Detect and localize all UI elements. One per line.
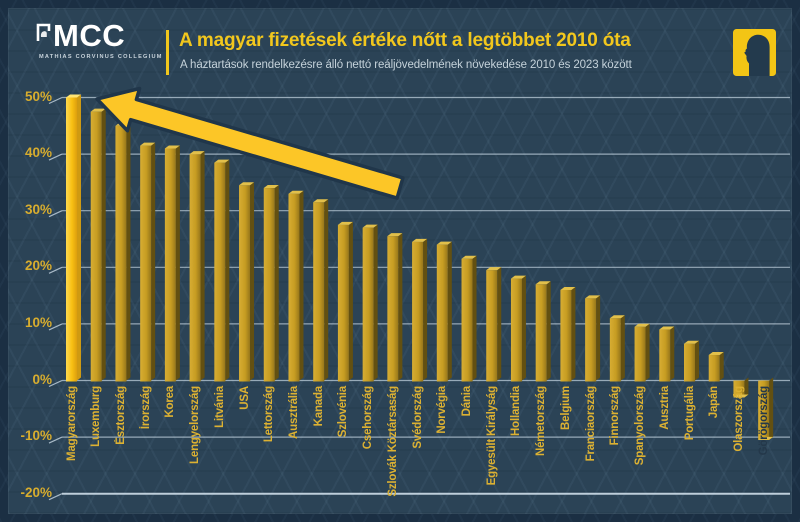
title-divider [166,30,169,75]
axis-tick [48,436,63,444]
bar-Olaszország [733,377,749,398]
y-axis-label: 50% [24,88,52,104]
axis-tick [48,323,63,331]
bar-Finnország [609,315,625,382]
y-axis-label: 10% [24,314,52,330]
x-axis-label: Szlovénia [337,386,350,438]
mcc-logo-text: MCC [53,18,126,53]
bar-Japán [708,352,724,382]
chart-subtitle: A háztartások rendelkezésre álló nettó r… [180,59,632,71]
x-axis-label: Finnország [609,386,622,446]
bar-Korea [164,145,180,382]
x-axis-label: Szlovák Köztársaság [386,386,399,497]
y-axis-label: -10% [20,428,52,444]
x-axis-label: Kanada [312,386,325,427]
bar-Kanada [313,199,329,382]
bar-Görögország [758,377,774,440]
bar-Belgium [560,286,576,382]
bar-Litvánia [214,159,230,382]
bar-Egyesült Királyság [486,267,502,382]
x-axis-label: Belgium [559,386,572,430]
x-axis-label: Norvégia [436,386,449,434]
bar-Németország [535,281,551,382]
x-axis-label: Lettország [263,386,276,443]
x-axis-label: Japán [708,386,721,419]
bar-Luxemburg [90,108,106,382]
bar-Ausztrália [288,190,304,382]
x-axis-label: Korea [164,386,177,418]
x-axis-label: Portugália [683,386,696,441]
bar-Magyarország [66,94,81,382]
bars [66,94,774,440]
x-axis-label: Görögország [757,386,770,456]
axis-tick [48,266,63,274]
x-axis-label: Ausztria [658,386,671,430]
bar-Írország [140,142,156,382]
x-axis-label: Németország [535,386,548,457]
x-axis-label: Hollandia [510,386,523,436]
y-axis-label: 0% [32,371,52,387]
x-axis-label: Észtország [114,386,127,445]
x-axis-label: Litvánia [213,386,226,428]
x-axis-label: Olaszország [732,386,745,452]
x-axis-label: Magyarország [65,386,78,461]
mcc-emblem-icon [733,29,776,76]
bar-Ausztria [659,326,675,382]
x-axis-label: USA [238,386,251,410]
bar-Lengyelország [189,151,205,382]
bar-Norvégia [436,241,452,382]
bar-Szlovák Köztársaság [387,233,403,382]
y-axis-label: 30% [24,201,52,217]
axis-tick [48,379,63,388]
x-axis-label: Franciaország [584,386,597,462]
mcc-profile-frame-icon [36,23,51,41]
y-axis-label: 40% [24,145,52,161]
bar-Csehország [362,224,378,382]
x-axis-label: Dánia [461,386,474,417]
x-axis-label: Egyesült Királyság [485,386,498,486]
bar-Észtország [115,122,131,382]
axis-tick [48,210,63,218]
trend-arrow-icon [95,86,405,200]
mcc-logo: MCC MATHIAS CORVINUS COLLEGIUM [36,20,166,72]
arrow-icon [95,86,405,200]
x-axis-label: Ausztrália [287,386,300,439]
bar-Spanyolország [634,323,650,382]
bar-USA [239,182,255,382]
axis-tick [48,96,63,105]
x-axis-label: Csehország [362,386,375,450]
x-axis-label: Spanyolország [634,386,647,466]
mcc-logo-subtext: MATHIAS CORVINUS COLLEGIUM [39,54,163,60]
bar-Hollandia [510,275,526,382]
axis-tick [48,493,63,501]
y-axis-label: -20% [20,484,52,500]
bar-Lettország [263,185,279,382]
x-axis-label: Írország [139,386,152,430]
bar-Portugália [684,340,699,382]
bar-Dánia [461,255,477,382]
x-axis-label: Lengyelország [189,386,202,464]
gridlines [48,96,790,501]
axis-tick [48,153,63,161]
x-axis-label: Luxemburg [90,386,103,447]
y-axis-label: 20% [24,258,52,274]
x-axis-label: Svédország [411,386,424,449]
bar-Franciaország [585,295,601,382]
bar-Svédország [412,238,428,382]
bar-Szlovénia [337,221,353,382]
chart-title: A magyar fizetések értéke nőtt a legtöbb… [179,30,631,51]
